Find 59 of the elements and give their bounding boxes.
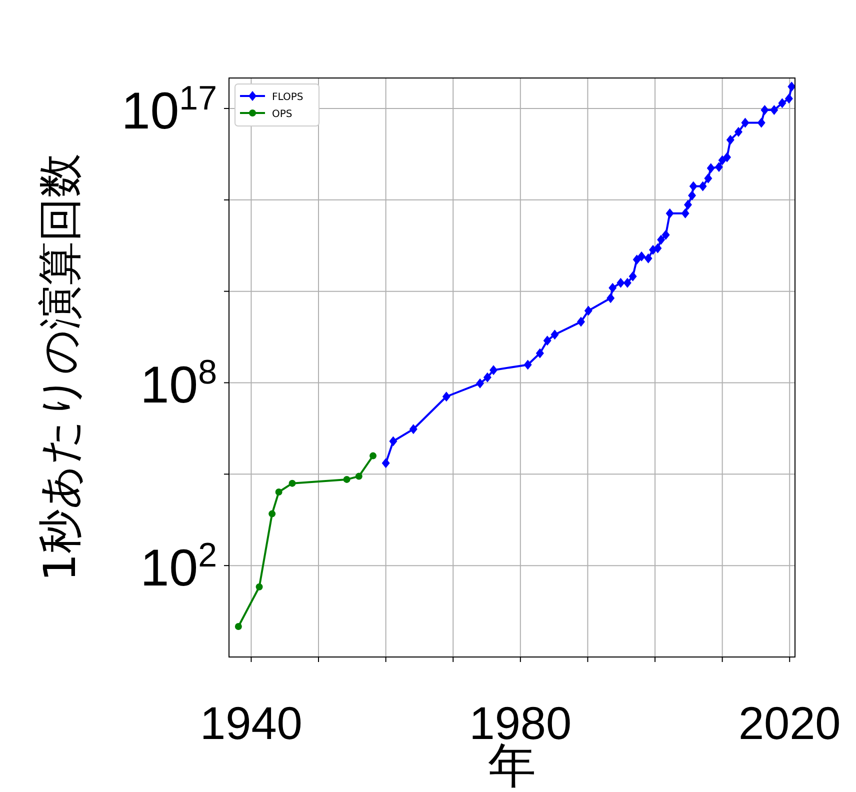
point [355, 472, 362, 480]
point [689, 181, 698, 192]
point [489, 365, 498, 376]
point [788, 82, 796, 92]
y-tick-label: 10$^{2}$ [140, 536, 217, 598]
point [268, 510, 276, 518]
point [706, 163, 715, 174]
point [714, 162, 723, 172]
point [370, 452, 377, 460]
point [476, 378, 484, 388]
point [784, 94, 793, 104]
y-tick-label: 10$^{17}$ [121, 79, 217, 140]
point [644, 253, 652, 264]
legend-label: FLOPS [272, 92, 304, 103]
point [409, 424, 418, 434]
legend-label: OPS [272, 109, 292, 120]
point [654, 243, 662, 254]
point [584, 306, 592, 316]
point [684, 200, 692, 210]
point [760, 105, 769, 116]
point [606, 293, 615, 304]
point [389, 436, 398, 446]
point [770, 105, 778, 116]
point [718, 155, 726, 166]
y-axis-title: 1秒あたりの演算回数 [35, 154, 86, 582]
point [550, 330, 559, 340]
point [698, 181, 707, 192]
point [623, 278, 632, 288]
point [616, 278, 625, 288]
point [723, 152, 732, 162]
point [608, 282, 617, 293]
point [288, 480, 296, 487]
x-tick-label: 1940 [200, 697, 302, 749]
y-tick-label: 10$^{8}$ [140, 354, 217, 415]
point [343, 476, 350, 483]
point [524, 360, 532, 370]
point [778, 98, 786, 108]
point [734, 126, 742, 137]
point [382, 458, 390, 468]
point [681, 208, 690, 218]
point [638, 251, 646, 262]
point [256, 583, 263, 590]
point [657, 234, 666, 245]
point [442, 392, 450, 402]
point [688, 190, 696, 200]
point [536, 348, 544, 358]
point [704, 173, 712, 184]
point [275, 488, 282, 496]
x-tick-label: 2020 [738, 697, 841, 749]
point [662, 230, 670, 240]
point [757, 118, 766, 128]
point [483, 372, 492, 382]
point [726, 134, 734, 145]
point [628, 271, 637, 282]
point [741, 118, 750, 128]
point [543, 336, 552, 346]
point [234, 623, 242, 630]
point [666, 208, 674, 218]
point [576, 316, 585, 327]
